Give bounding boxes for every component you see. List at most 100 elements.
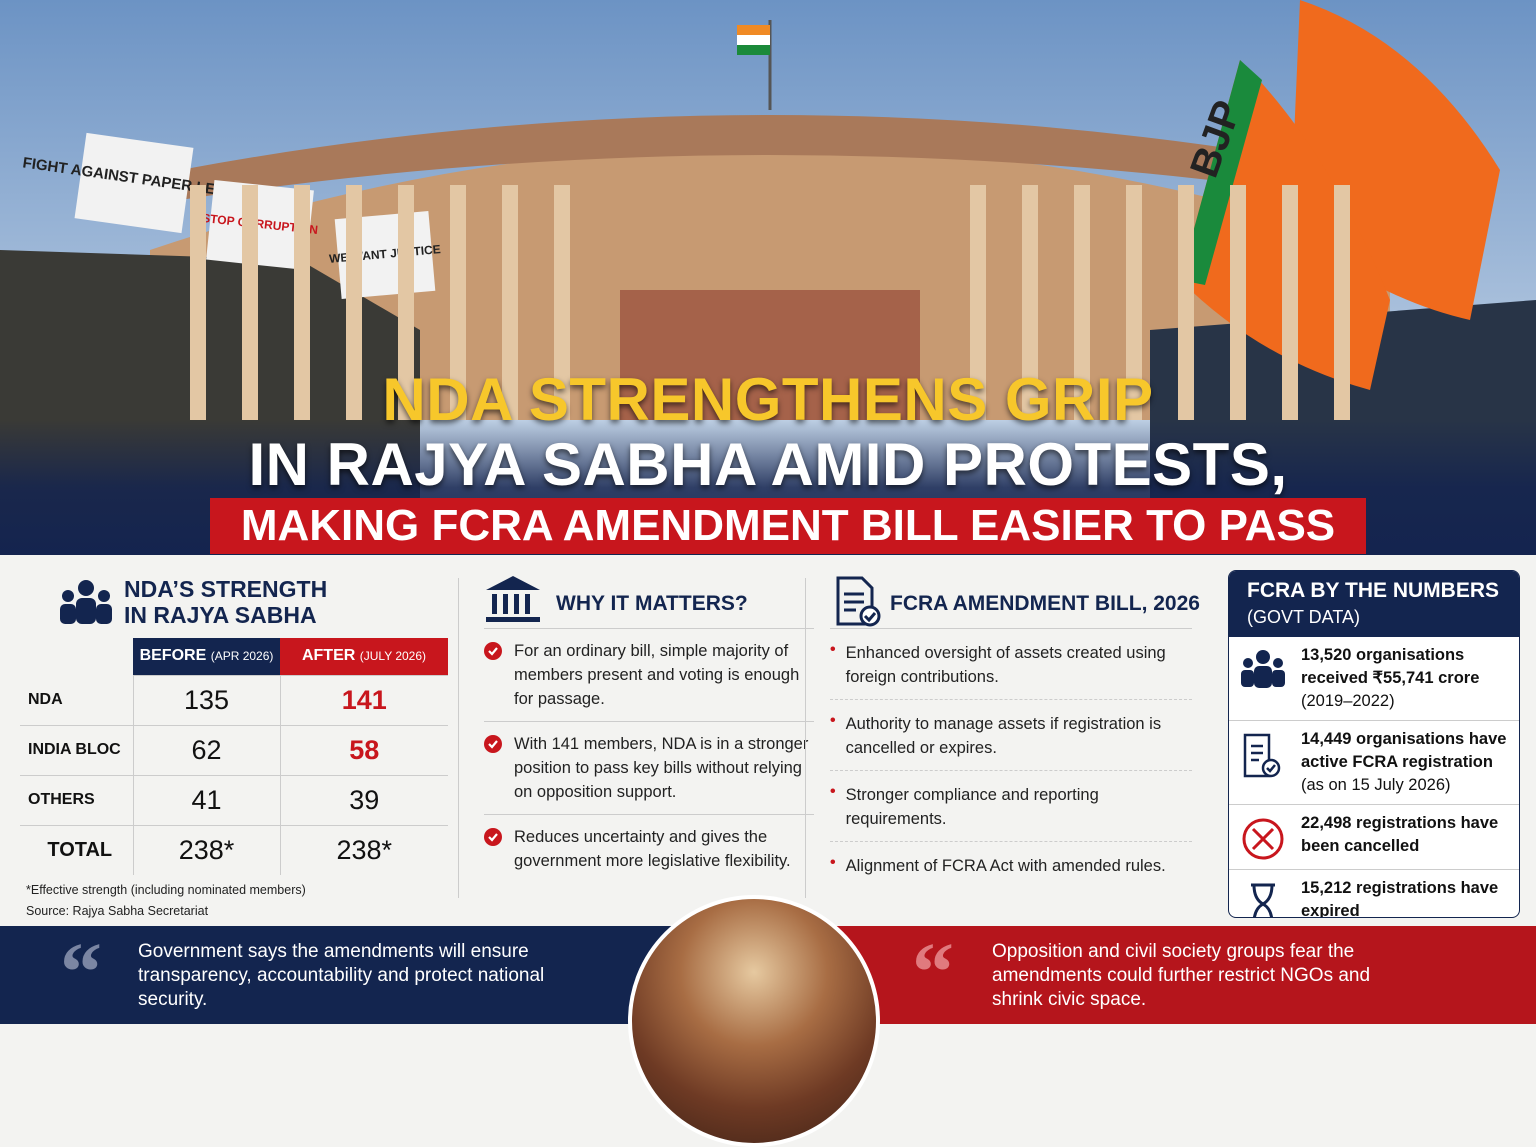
number-bold: 13,520 organisations received ₹55,741 cr… [1301, 646, 1480, 687]
after-value: 39 [280, 775, 448, 826]
numbers-header: FCRA BY THE NUMBERS (GOVT DATA) [1229, 571, 1519, 637]
check [488, 740, 498, 749]
number-icon [1243, 733, 1281, 778]
numbers-list: 13,520 organisations received ₹55,741 cr… [1229, 637, 1519, 918]
column [1230, 185, 1246, 420]
title-line: NDA’S STRENGTH [124, 576, 328, 602]
divider [458, 578, 459, 898]
column [1334, 185, 1350, 420]
notes: *Effective strength (including nominated… [26, 880, 306, 922]
i [1241, 670, 1254, 687]
number-text: 13,520 organisations received ₹55,741 cr… [1301, 644, 1509, 713]
why-text: Reduces uncertainty and gives the govern… [514, 828, 791, 870]
column [242, 185, 258, 420]
chamber-photo [628, 895, 880, 1147]
number-icon [1241, 650, 1285, 688]
why-text: For an ordinary bill, simple majority of… [514, 642, 800, 708]
quote-text: Government says the amendments will ensu… [138, 941, 545, 1010]
number-bold: 22,498 registrations have been cancelled [1301, 814, 1499, 855]
strength-table: BEFORE (APR 2026) AFTER (JULY 2026) NDA 1… [20, 638, 448, 875]
footnote: *Effective strength (including nominated… [26, 883, 306, 897]
why-item: For an ordinary bill, simple majority of… [484, 629, 814, 722]
col-label: BEFORE [139, 647, 207, 665]
building-cornice [180, 115, 1360, 200]
after-value: 58 [280, 725, 448, 776]
sign [74, 132, 194, 234]
entrance [620, 290, 920, 420]
column [1126, 185, 1142, 420]
row: OTHERS 41 39 [20, 775, 448, 826]
bullet: • [830, 854, 836, 871]
column [1022, 185, 1038, 420]
bullet: • [830, 641, 836, 658]
i [1243, 658, 1253, 668]
check-icon [484, 642, 502, 660]
col-header: BEFORE (APR 2026) [133, 638, 280, 676]
title-line: IN RAJYA SABHA AMID PROTESTS, [248, 431, 1288, 498]
number-icon [1242, 818, 1284, 860]
number-text: 14,449 organisations have active FCRA re… [1301, 728, 1509, 797]
before-value: 135 [133, 675, 281, 726]
i [1256, 650, 1270, 664]
i [1254, 666, 1272, 688]
col-date: (APR 2026) [210, 649, 274, 664]
col-date: (JULY 2026) [359, 649, 427, 664]
title-line: NDA STRENGTHENS GRIP [382, 366, 1154, 433]
check-bg [484, 828, 502, 846]
check [488, 647, 498, 656]
bill-list: • Enhanced oversight of assets created us… [830, 628, 1192, 888]
column [190, 185, 206, 420]
row-label: NDA [20, 675, 134, 726]
bill-text: Alignment of FCRA Act with amended rules… [845, 857, 1166, 875]
hero-photo: BJP FIGHT AGAINST PAPER LEAKS STOP CORRU… [0, 0, 1536, 555]
number-item: 15,212 registrations have expired [1229, 870, 1519, 918]
check-bg [484, 735, 502, 753]
rows: NDA 135 141 INDIA BLOC 62 58 OTHERS 41 39 [20, 675, 448, 826]
divider [805, 578, 806, 898]
section-title: FCRA AMENDMENT BILL, 2026 [890, 592, 1200, 615]
i [1251, 827, 1275, 851]
before-value: 41 [133, 775, 281, 826]
bill-item: • Alignment of FCRA Act with amended rule… [830, 842, 1192, 888]
numbers-title: FCRA BY THE NUMBERS [1247, 579, 1500, 602]
quote-mark: “ [912, 926, 954, 1019]
flag-stripe [1180, 60, 1262, 285]
total-label: TOTAL [20, 825, 134, 875]
column [1282, 185, 1298, 420]
row: NDA 135 141 [20, 675, 448, 726]
why-list: For an ordinary bill, simple majority of… [484, 628, 814, 883]
blank [20, 638, 133, 675]
i [1272, 670, 1285, 687]
column [1074, 185, 1090, 420]
number-note: (as on 15 July 2026) [1301, 776, 1451, 794]
number-item: 14,449 organisations have active FCRA re… [1229, 721, 1519, 805]
title-line: IN RAJYA SABHA [124, 602, 317, 628]
section-title: NDA’S STRENGTH IN RAJYA SABHA [124, 576, 327, 628]
why-text: With 141 members, NDA is in a stronger p… [514, 735, 809, 801]
bullet: • [830, 783, 836, 800]
column [346, 185, 362, 420]
col-header: AFTER (JULY 2026) [280, 638, 448, 676]
column [450, 185, 466, 420]
bill-text: Authority to manage assets if registrati… [845, 715, 1162, 757]
bill-text: Enhanced oversight of assets created usi… [845, 644, 1166, 686]
column [398, 185, 414, 420]
row: INDIA BLOC 62 58 [20, 725, 448, 776]
quote-text: Opposition and civil society groups fear… [992, 941, 1371, 1010]
bill-text: Stronger compliance and reporting requir… [845, 786, 1099, 828]
check [488, 833, 498, 842]
sign [206, 179, 314, 271]
check-icon [484, 828, 502, 846]
number-bold: 15,212 registrations have expired [1301, 879, 1499, 918]
numbers-subtitle: (GOVT DATA) [1247, 607, 1361, 627]
number-icon [1251, 883, 1275, 917]
number-item: 22,498 registrations have been cancelled [1229, 805, 1519, 870]
number-item: 13,520 organisations received ₹55,741 cr… [1229, 637, 1519, 721]
flag [737, 45, 770, 55]
total-after: 238* [336, 834, 393, 865]
why-item: With 141 members, NDA is in a stronger p… [484, 722, 814, 815]
flag [737, 35, 770, 45]
number-text: 22,498 registrations have been cancelled [1301, 812, 1509, 862]
column [970, 185, 986, 420]
check-icon [484, 735, 502, 753]
